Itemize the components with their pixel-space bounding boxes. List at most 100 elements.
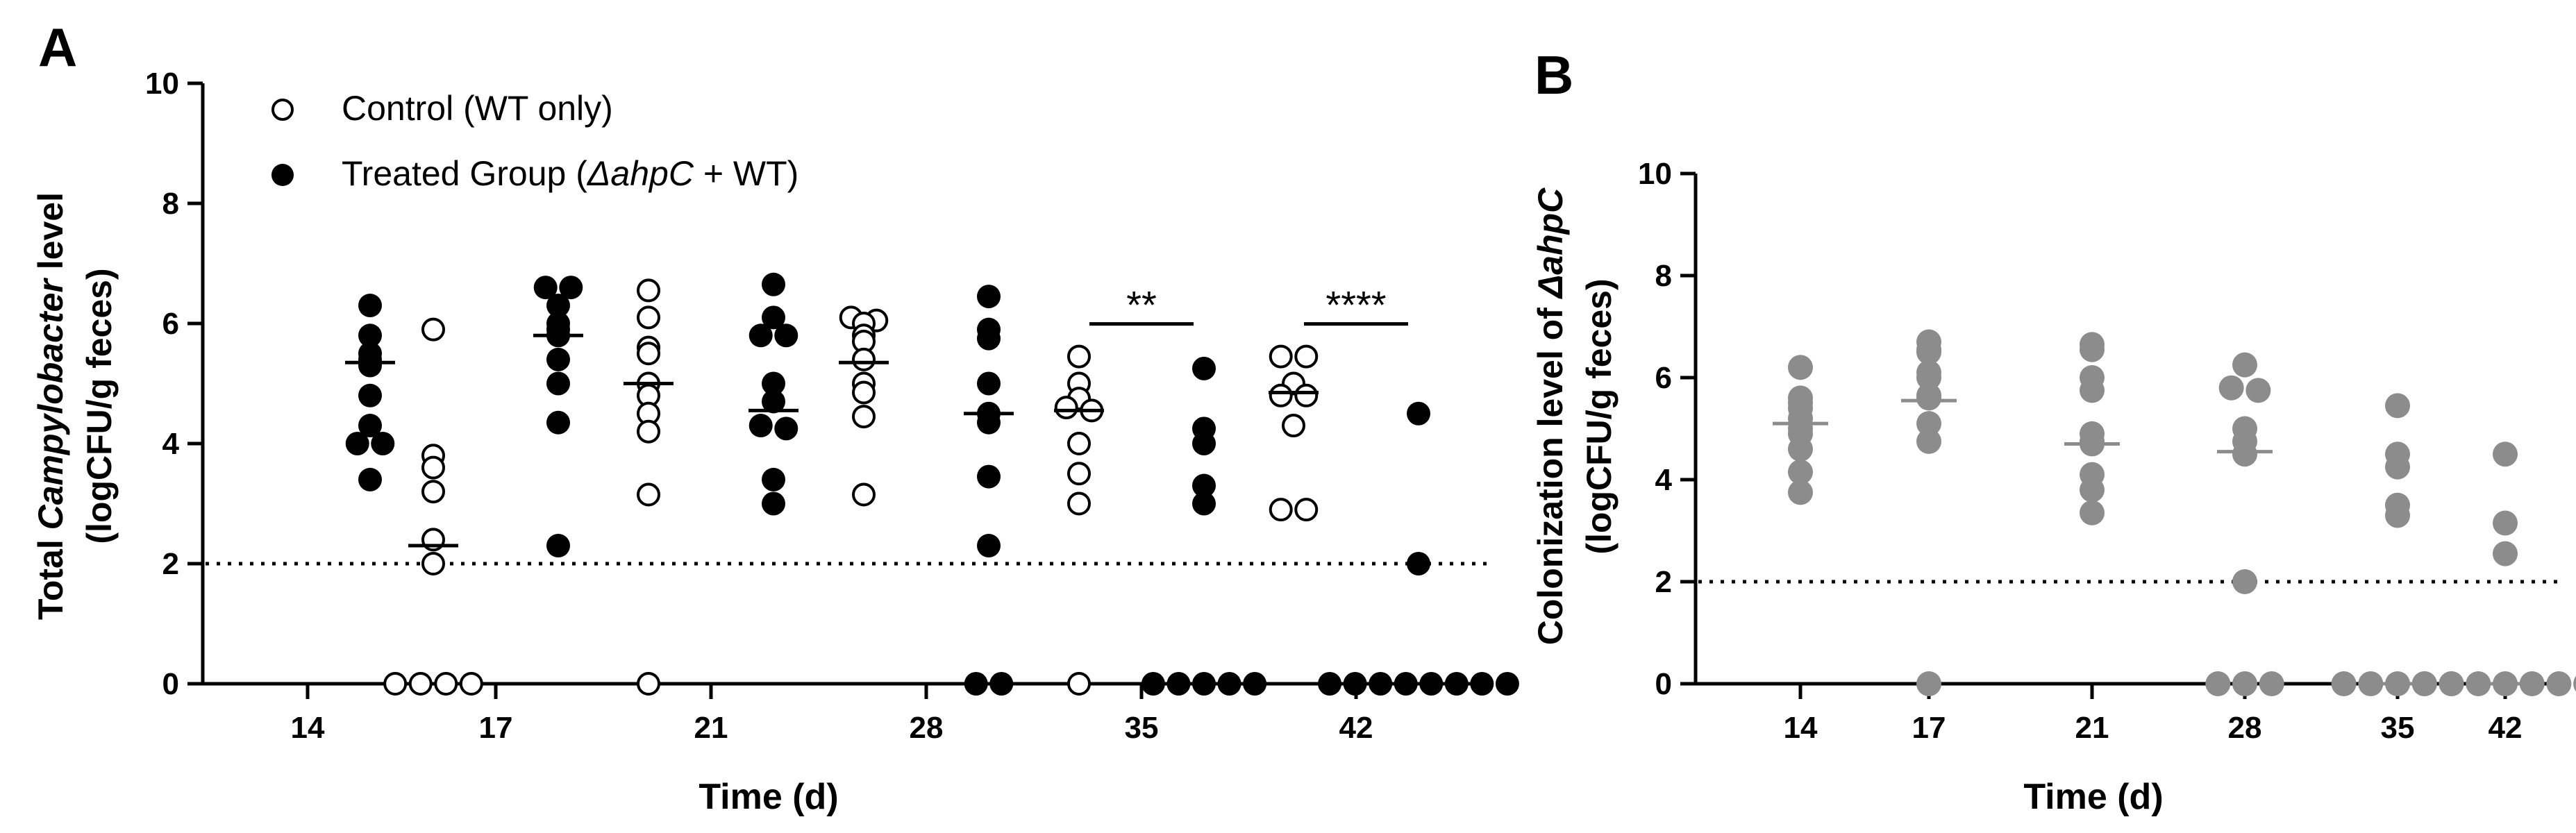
data-point (977, 464, 1001, 489)
data-point (1192, 432, 1216, 455)
data-point (1407, 552, 1430, 575)
data-point (408, 672, 433, 696)
data-point (2411, 671, 2437, 696)
data-point (2259, 671, 2284, 696)
data-point (637, 419, 660, 444)
panel-b-y-title: Colonization level of ΔahpC (1531, 187, 1570, 645)
data-point (2385, 393, 2410, 419)
data-point (762, 272, 785, 296)
x-tick-label: 17 (479, 711, 513, 745)
data-point (1294, 498, 1319, 522)
data-point (1916, 385, 1941, 411)
data-point (1067, 432, 1091, 455)
data-point (977, 410, 1001, 435)
data-point (421, 480, 445, 504)
data-point (1054, 396, 1078, 420)
x-tick-label: 35 (1125, 711, 1159, 745)
data-point (358, 323, 382, 348)
data-point (358, 414, 382, 438)
x-tick-label: 14 (1784, 711, 1818, 745)
y-tick-label: 0 (1655, 667, 1672, 701)
data-point (1067, 672, 1091, 696)
data-point (2080, 337, 2105, 362)
y-tick-label: 10 (1638, 157, 1672, 191)
data-point (459, 672, 483, 696)
data-point (774, 323, 798, 348)
data-point (1067, 462, 1091, 486)
data-point (977, 285, 1001, 309)
data-point (1788, 459, 1813, 485)
data-point (1269, 383, 1293, 407)
y-tick-label: 6 (162, 307, 179, 341)
data-point (2205, 671, 2231, 696)
legend-open-circle-marker (271, 99, 294, 121)
data-point (371, 432, 395, 455)
significance-label: ** (1126, 283, 1157, 327)
data-point (1916, 428, 1941, 454)
data-point (546, 534, 570, 558)
data-point (1294, 383, 1319, 407)
legend-control-label: Control (WT only) (342, 89, 613, 128)
data-point (2331, 671, 2357, 696)
data-point (1788, 355, 1813, 380)
data-point (1788, 436, 1813, 462)
data-point (748, 414, 773, 438)
data-point (2218, 375, 2244, 401)
data-point (533, 276, 558, 300)
data-point (1343, 672, 1367, 696)
legend-filled-circle-marker (271, 164, 294, 186)
data-point (1282, 414, 1305, 438)
data-point (1916, 365, 1941, 390)
data-point (1444, 672, 1469, 696)
data-point (546, 371, 570, 396)
data-point (2385, 454, 2410, 480)
y-tick-label: 10 (145, 67, 179, 101)
data-point (852, 380, 876, 405)
data-point (1141, 672, 1165, 696)
data-point (434, 672, 458, 696)
y-tick-label: 2 (162, 547, 179, 581)
x-tick-label: 28 (2228, 711, 2262, 745)
data-point (2385, 503, 2410, 528)
data-point (421, 455, 445, 480)
panel-a-label: A (38, 17, 77, 78)
data-point (2080, 428, 2105, 454)
data-point (2080, 500, 2105, 525)
data-point (358, 353, 382, 378)
panel-b-label: B (1534, 44, 1573, 106)
data-point (637, 278, 660, 303)
data-point (2232, 441, 2257, 467)
data-point (1067, 344, 1091, 369)
panel-a-y-title: Total Campylobacter level (31, 192, 70, 620)
data-point (1407, 401, 1430, 426)
x-tick-label: 17 (1912, 711, 1946, 745)
data-point (383, 672, 408, 696)
data-point (852, 482, 876, 507)
data-point (762, 491, 785, 516)
data-point (2493, 441, 2518, 467)
data-point (977, 371, 1001, 396)
data-point (1916, 411, 1941, 437)
data-point (989, 672, 1014, 696)
legend-treated-label: Treated Group (ΔahpC + WT) (342, 154, 798, 193)
data-point (2493, 510, 2518, 536)
panel-b-y-subtitle: (logCFU/g feces) (1580, 278, 1619, 554)
y-tick-label: 6 (1655, 361, 1672, 395)
x-tick-label: 21 (694, 711, 728, 745)
y-tick-label: 4 (162, 427, 180, 461)
data-point (2493, 541, 2518, 566)
y-tick-label: 0 (162, 667, 179, 701)
data-point (2573, 675, 2576, 692)
data-point (774, 416, 798, 441)
data-point (762, 467, 785, 491)
data-point (2232, 352, 2257, 378)
data-point (1788, 480, 1813, 505)
data-point (637, 672, 660, 696)
data-point (559, 276, 583, 300)
y-tick-label: 4 (1655, 463, 1673, 497)
data-point (964, 672, 988, 696)
data-point (1318, 672, 1342, 696)
data-point (977, 326, 1001, 351)
data-point (1269, 498, 1293, 522)
